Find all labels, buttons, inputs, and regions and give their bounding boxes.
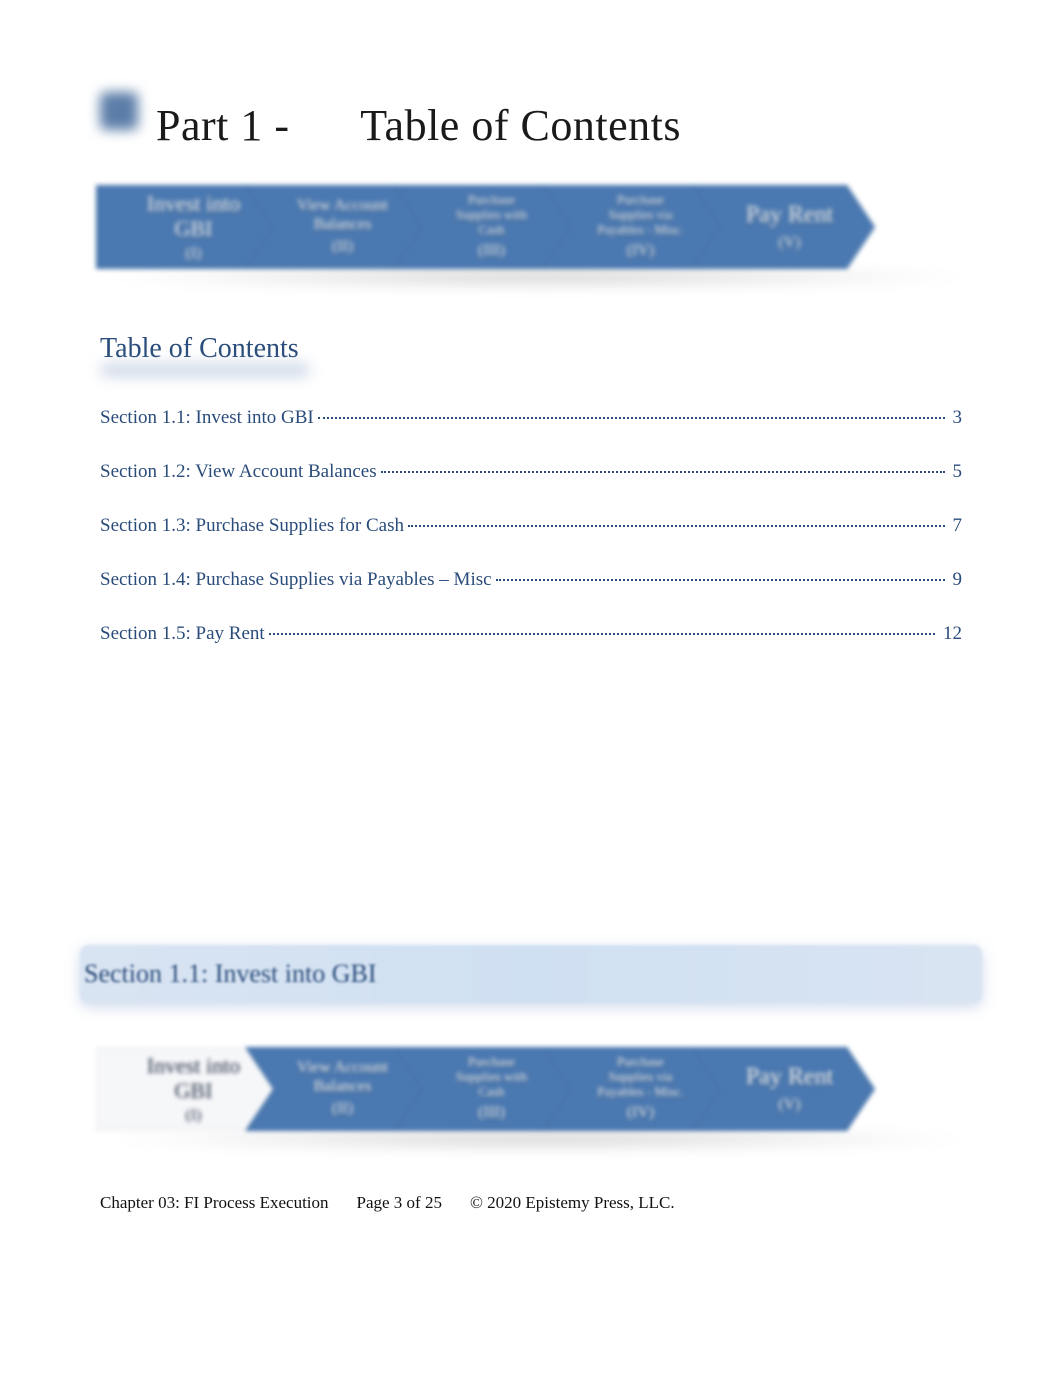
toc-dots — [496, 579, 945, 581]
toc-entry-label: Section 1.4: Purchase Supplies via Payab… — [100, 569, 492, 591]
process-step-title: Invest intoGBI — [147, 1053, 241, 1104]
process-step-roman: (V) — [778, 234, 800, 252]
process-step-title: Invest intoGBI — [147, 191, 241, 242]
process-step-title: View AccountBalances — [297, 1059, 388, 1096]
process-step-title: PurchaseSupplies viaPayables - Misc. — [597, 193, 683, 238]
toc-entry-label: Section 1.1: Invest into GBI — [100, 407, 314, 429]
document-page: Part 1 - Table of Contents Invest intoGB… — [0, 0, 1062, 1253]
process-chevrons-top: Invest intoGBI (I) View AccountBalances (II… — [96, 181, 982, 281]
toc-heading-wrap: Table of Contents — [100, 331, 962, 377]
toc-entry-page: 12 — [939, 623, 962, 645]
process-step-roman: (IV) — [627, 242, 655, 260]
toc-entry-page: 3 — [949, 407, 963, 429]
toc-entry[interactable]: Section 1.3: Purchase Supplies for Cash 7 — [100, 515, 962, 537]
process-step-roman: (IV) — [627, 1104, 655, 1122]
toc-dots — [381, 471, 945, 473]
process-step-title: PurchaseSupplies withCash — [456, 1055, 527, 1100]
process-step-title: Pay Rent — [746, 202, 833, 230]
process-step-roman: (I) — [186, 1107, 202, 1125]
heading-bullet-icon — [100, 92, 138, 130]
toc-dots — [318, 417, 945, 419]
toc-entry[interactable]: Section 1.4: Purchase Supplies via Payab… — [100, 569, 962, 591]
toc-entry-label: Section 1.5: Pay Rent — [100, 623, 265, 645]
process-step-label: Pay Rent (V) — [692, 1047, 875, 1131]
process-step-label: Pay Rent (V) — [692, 185, 875, 269]
toc-entry-label: Section 1.3: Purchase Supplies for Cash — [100, 515, 404, 537]
process-step-roman: (II) — [332, 238, 353, 256]
toc-entry[interactable]: Section 1.1: Invest into GBI 3 — [100, 407, 962, 429]
toc-list: Section 1.1: Invest into GBI 3 Section 1.2… — [100, 407, 962, 645]
toc-entry[interactable]: Section 1.2: View Account Balances 5 — [100, 461, 962, 483]
process-step-title: PurchaseSupplies withCash — [456, 193, 527, 238]
toc-entry-page: 7 — [949, 515, 963, 537]
process-step-title: Pay Rent — [746, 1064, 833, 1092]
process-step-roman: (III) — [478, 1104, 505, 1122]
page-heading: Part 1 - Table of Contents — [156, 100, 681, 151]
toc-dots — [269, 633, 935, 635]
footer-chapter: Chapter 03: FI Process Execution — [100, 1193, 329, 1213]
process-step-roman: (I) — [186, 245, 202, 263]
toc-entry[interactable]: Section 1.5: Pay Rent 12 — [100, 623, 962, 645]
footer-copyright: © 2020 Epistemy Press, LLC. — [470, 1193, 675, 1213]
process-step: Pay Rent (V) — [692, 185, 875, 269]
section-banner: Section 1.1: Invest into GBI — [80, 945, 982, 1003]
section-banner-wrap: Section 1.1: Invest into GBI — [100, 945, 962, 1003]
process-step-roman: (II) — [332, 1100, 353, 1118]
process-chevrons-bottom: Invest intoGBI (I) View AccountBalances (II… — [96, 1043, 982, 1143]
toc-entry-label: Section 1.2: View Account Balances — [100, 461, 377, 483]
page-footer: Chapter 03: FI Process Execution Page 3 … — [100, 1193, 962, 1213]
toc-dots — [408, 525, 945, 527]
toc-entry-page: 9 — [949, 569, 963, 591]
process-step-title: View AccountBalances — [297, 197, 388, 234]
process-step-title: PurchaseSupplies viaPayables - Misc. — [597, 1055, 683, 1100]
toc-heading-underline — [100, 363, 310, 377]
footer-page: Page 3 of 25 — [357, 1193, 442, 1213]
process-step-roman: (III) — [478, 242, 505, 260]
page-heading-row: Part 1 - Table of Contents — [100, 100, 962, 151]
toc-entry-page: 5 — [949, 461, 963, 483]
heading-title: Table of Contents — [360, 101, 681, 150]
heading-part: Part 1 - — [156, 101, 290, 150]
process-step: Pay Rent (V) — [692, 1047, 875, 1131]
process-step-roman: (V) — [778, 1096, 800, 1114]
